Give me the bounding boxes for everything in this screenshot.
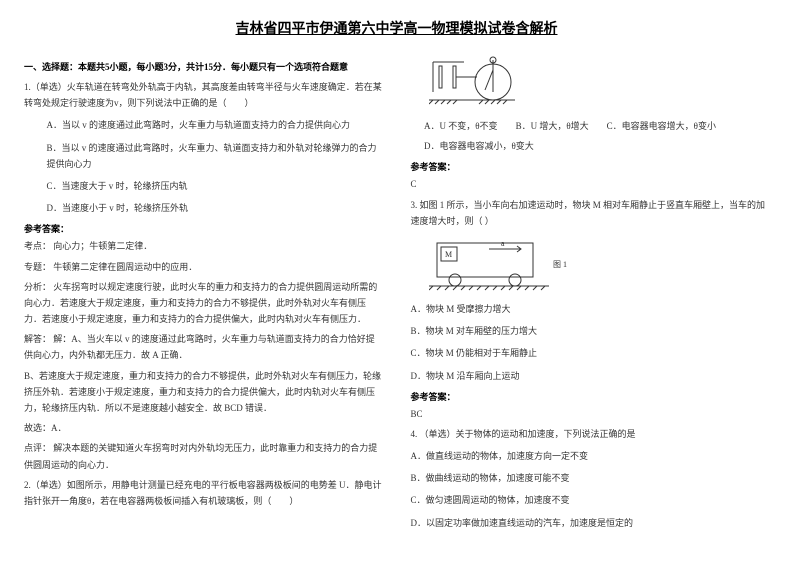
q2-stem: 2.（单选）如图所示，用静电计测量已经充电的平行板电容器两极板间的电势差 U．静… [24, 477, 383, 509]
q3-opt-d: D．物块 M 沿车厢向上运动 [411, 368, 770, 384]
q4-opt-d: D．以固定功率做加速直线运动的汽车，加速度是恒定的 [411, 515, 770, 531]
doc-title: 吉林省四平市伊通第六中学高一物理模拟试卷含解析 [24, 18, 769, 38]
q1-opt-a: A．当以 v 的速度通过此弯路时，火车重力与轨道面支持力的合力提供向心力 [47, 117, 383, 133]
q1-opt-d: D．当速度小于 v 时，轮缘挤压外轨 [47, 200, 383, 216]
q2-opt-d: D．电容器电容减小，θ变大 [424, 138, 534, 154]
q1-ans-3: 分析： 火车拐弯时以规定速度行驶，此时火车的重力和支持力的合力提供圆周运动所需的… [24, 279, 383, 328]
q1-ans-4: 解答： 解：A、当火车以 v 的速度通过此弯路时，火车重力与轨道面支持力的合力恰… [24, 331, 383, 363]
q1-ans-label: 参考答案： [24, 222, 383, 235]
q3-figure: M a 图 1 [411, 235, 770, 295]
q3-opt-c: C．物块 M 仍能相对于车厢静止 [411, 345, 770, 361]
q4-stem: 4. （单选）关于物体的运动和加速度，下列说法正确的是 [411, 426, 770, 442]
q2-opt-b: B．U 增大，θ增大 [516, 118, 589, 134]
q3-ans: BC [411, 406, 770, 422]
q4-opt-a: A．做直线运动的物体，加速度方向一定不变 [411, 448, 770, 464]
section-1-head: 一、选择题：本题共5小题，每小题3分，共计15分．每小题只有一个选项符合题意 [24, 60, 383, 73]
q1-stem: 1.（单选）火车轨道在转弯处外轨高于内轨，其高度差由转弯半径与火车速度确定．若在… [24, 79, 383, 111]
q3-ans-label: 参考答案： [411, 390, 770, 403]
q2-opt-a: A．U 不变，θ不变 [424, 118, 498, 134]
q2-ans: C [411, 176, 770, 192]
q1-ans-5: B、若速度大于规定速度，重力和支持力的合力不够提供，此时外轨对火车有侧压力，轮缘… [24, 368, 383, 417]
q1-ans-7: 点评： 解决本题的关键知道火车拐弯时对内外轨均无压力，此时靠重力和支持力的合力提… [24, 440, 383, 472]
q2-opt-c: C．电容器电容增大，θ变小 [607, 118, 716, 134]
q2-options: A．U 不变，θ不变 B．U 增大，θ增大 C．电容器电容增大，θ变小 D．电容… [424, 118, 769, 154]
q1-opt-b: B．当以 v 的速度通过此弯路时，火车重力、轨道面支持力和外轨对轮缘弹力的合力提… [47, 140, 383, 172]
q4-opt-b: B．做曲线运动的物体，加速度可能不变 [411, 470, 770, 486]
q1-opt-c: C．当速度大于 v 时，轮缘挤压内轨 [47, 178, 383, 194]
svg-text:a: a [501, 239, 505, 248]
q3-opt-a: A．物块 M 受摩擦力增大 [411, 301, 770, 317]
fig3-label: 图 1 [553, 260, 567, 269]
q2-ans-label: 参考答案： [411, 160, 770, 173]
q2-figure [411, 52, 770, 112]
q1-ans-6: 故选：A． [24, 420, 383, 436]
q3-stem: 3. 如图 1 所示，当小车向右加速运动时，物块 M 相对车厢静止于竖直车厢壁上… [411, 197, 770, 229]
q3-opt-b: B．物块 M 对车厢壁的压力增大 [411, 323, 770, 339]
q1-ans-1: 考点： 向心力；牛顿第二定律． [24, 238, 383, 254]
q4-opt-c: C．做匀速圆周运动的物体，加速度不变 [411, 492, 770, 508]
q1-ans-2: 专题： 牛顿第二定律在圆周运动中的应用． [24, 259, 383, 275]
svg-text:M: M [445, 250, 452, 259]
